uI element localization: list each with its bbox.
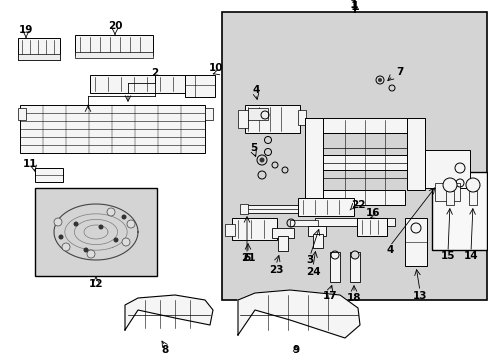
Bar [231,218,276,240]
Text: 16: 16 [365,208,380,218]
Bar [224,224,235,236]
Circle shape [59,234,63,239]
Text: 24: 24 [305,267,320,277]
Bar [75,35,153,55]
Circle shape [442,178,456,192]
Bar [404,218,426,266]
Bar [307,226,325,236]
Bar [314,218,394,226]
Text: 2: 2 [151,68,158,78]
Text: 22: 22 [350,200,365,210]
Bar [222,12,486,300]
Text: 7: 7 [395,67,403,77]
Bar [329,252,339,282]
Text: 1: 1 [349,0,358,13]
Bar [305,190,404,205]
Text: 4: 4 [386,245,393,255]
Bar [90,75,204,93]
Circle shape [259,157,264,162]
Bar [20,105,204,153]
Polygon shape [238,290,359,338]
Circle shape [465,178,479,192]
Bar [278,236,287,251]
Circle shape [127,220,135,228]
Bar [35,188,157,276]
Text: 3: 3 [306,255,313,265]
Bar [240,204,247,214]
Text: 4: 4 [252,85,259,95]
Bar [238,110,247,128]
Text: 12: 12 [88,279,103,289]
Circle shape [350,251,358,259]
Bar [247,108,267,120]
Text: 13: 13 [412,291,427,301]
Bar [184,75,215,97]
Text: 10: 10 [208,63,223,73]
Bar [305,155,424,170]
Bar [244,205,314,213]
Circle shape [107,208,115,216]
Bar [18,54,60,60]
Bar [244,105,299,133]
Bar [468,191,476,205]
Text: 23: 23 [268,265,283,275]
Bar [312,234,323,248]
Text: 9: 9 [292,345,299,355]
Circle shape [62,243,70,251]
Text: 5: 5 [250,143,257,153]
Bar [431,172,486,250]
Text: 18: 18 [346,293,361,303]
Text: 17: 17 [322,291,337,301]
Text: 20: 20 [107,21,122,31]
Circle shape [121,215,126,220]
Circle shape [377,78,381,82]
Bar [356,218,386,236]
Bar [204,108,213,120]
Polygon shape [125,295,213,330]
Text: 21: 21 [240,253,255,263]
Text: 6: 6 [243,253,250,263]
Bar [297,198,353,216]
Text: 14: 14 [463,251,477,261]
Bar [18,108,26,120]
Bar [349,252,359,282]
Bar [289,220,317,226]
Bar [75,52,153,58]
Bar [445,191,453,205]
Bar [18,38,60,60]
Text: 1: 1 [349,0,358,12]
Circle shape [87,250,95,258]
Circle shape [122,238,130,246]
Bar [271,228,293,238]
Text: 15: 15 [440,251,454,261]
Text: 11: 11 [23,159,37,169]
Circle shape [98,225,103,230]
Circle shape [73,221,79,226]
Bar [35,168,63,182]
Text: 8: 8 [161,345,168,355]
Bar [297,110,305,125]
Circle shape [54,218,62,226]
Circle shape [83,248,88,252]
Circle shape [113,238,118,243]
Bar [305,118,424,133]
Bar [305,118,323,210]
Text: 19: 19 [19,25,33,35]
Bar [434,183,459,201]
Bar [406,118,424,190]
Bar [424,150,469,188]
